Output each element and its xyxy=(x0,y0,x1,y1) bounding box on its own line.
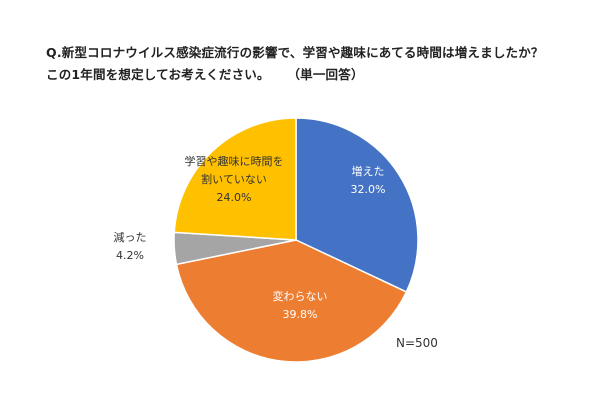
slice-value-label-1: 32.0% xyxy=(351,183,386,196)
slice-label-1: 増えた xyxy=(352,165,385,178)
sample-size-note: N=500 xyxy=(396,336,438,350)
pie-slice-1 xyxy=(295,117,419,293)
slice-label-2: 変わらない xyxy=(273,289,328,303)
chart-title-line-1: Q.新型コロナウイルス感染症流行の影響で、学習や趣味にあてる時間は増えましたか？ xyxy=(46,45,544,60)
slice-value-label-4: 24.0% xyxy=(217,191,252,204)
slice-value-label-3: 4.2% xyxy=(116,249,144,262)
chart-title-answer-type: （単一回答） xyxy=(293,67,364,82)
chart-title-question-context: この1年間を想定してお考えください。 xyxy=(46,67,270,82)
slice-label-4-line-2: 割いていない xyxy=(201,172,267,186)
slice-label-4-line-1: 学習や趣味に時間を xyxy=(185,154,284,168)
pie-slice-2 xyxy=(175,239,408,363)
slice-label-3: 減った xyxy=(114,230,147,244)
chart-title-line-2: この1年間を想定してお考えください。 （単一回答） xyxy=(46,64,544,86)
chart-title: Q.新型コロナウイルス感染症流行の影響で、学習や趣味にあてる時間は増えましたか？… xyxy=(46,42,544,86)
pie-slice-4 xyxy=(173,117,297,241)
slice-value-label-2: 39.8% xyxy=(283,308,318,321)
